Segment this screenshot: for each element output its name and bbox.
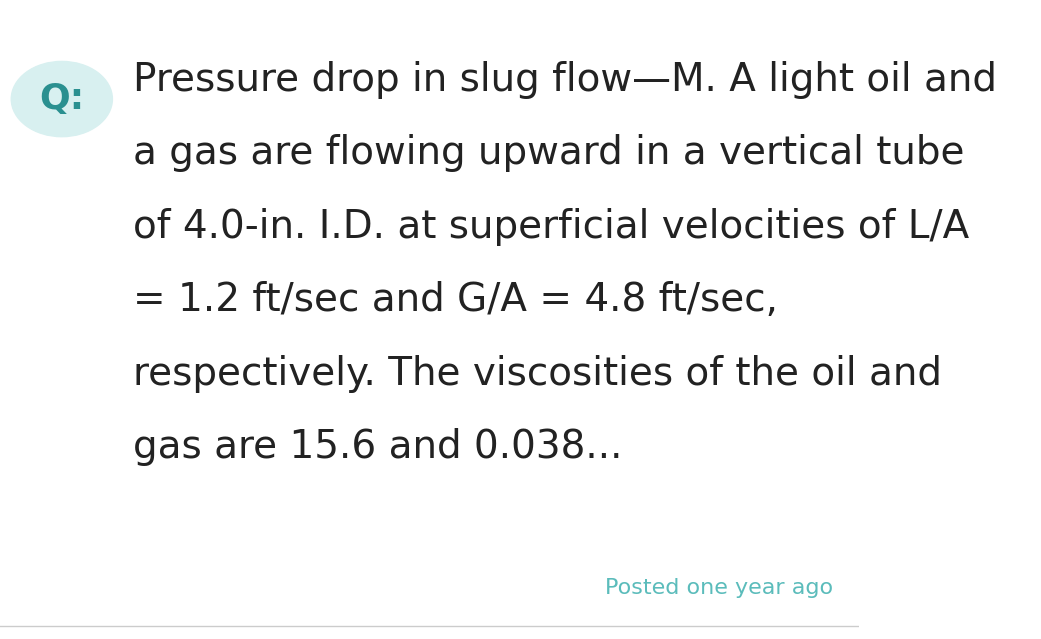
Text: gas are 15.6 and 0.038...: gas are 15.6 and 0.038... — [133, 428, 623, 466]
Text: Posted one year ago: Posted one year ago — [605, 578, 833, 598]
Text: a gas are flowing upward in a vertical tube: a gas are flowing upward in a vertical t… — [133, 134, 965, 173]
Text: = 1.2 ft/sec and G/A = 4.8 ft/sec,: = 1.2 ft/sec and G/A = 4.8 ft/sec, — [133, 281, 778, 320]
Text: respectively. The viscosities of the oil and: respectively. The viscosities of the oil… — [133, 355, 942, 393]
Circle shape — [11, 61, 112, 137]
Text: Q:: Q: — [40, 82, 84, 116]
Text: of 4.0-in. I.D. at superficial velocities of L/A: of 4.0-in. I.D. at superficial velocitie… — [133, 208, 969, 246]
Text: Pressure drop in slug flow—M. A light oil and: Pressure drop in slug flow—M. A light oi… — [133, 61, 997, 99]
